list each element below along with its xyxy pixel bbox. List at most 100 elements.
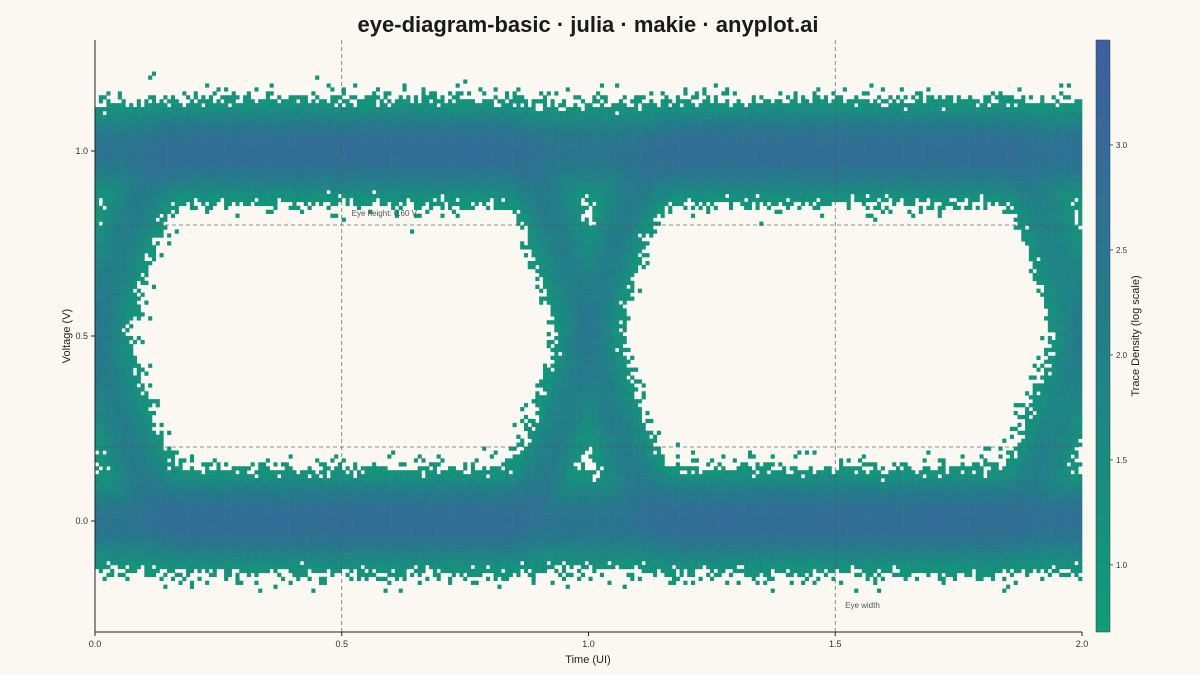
- heatmap-cell: [322, 501, 327, 507]
- heatmap-cell: [520, 521, 525, 526]
- heatmap-cell: [425, 497, 430, 503]
- heatmap-cell: [747, 572, 753, 578]
- heatmap-cell: [239, 509, 244, 514]
- heatmap-cell: [546, 549, 551, 554]
- heatmap-cell: [326, 505, 331, 510]
- heatmap-cell: [440, 564, 445, 570]
- heatmap-cell: [546, 541, 551, 546]
- heatmap-cell: [197, 557, 202, 562]
- heatmap-cell: [630, 533, 635, 538]
- heatmap-cell: [789, 521, 794, 526]
- heatmap-cell: [273, 505, 278, 510]
- heatmap-cell: [618, 525, 623, 530]
- heatmap-cell: [224, 525, 229, 530]
- heatmap-cell: [865, 537, 870, 542]
- heatmap-cell: [474, 541, 479, 546]
- heatmap-cell: [205, 557, 210, 562]
- heatmap-cell: [998, 560, 1003, 566]
- heatmap-cell: [516, 513, 521, 518]
- heatmap-cell: [425, 576, 430, 581]
- heatmap-cell: [592, 560, 597, 566]
- heatmap-cell: [102, 553, 107, 558]
- heatmap-cell: [106, 545, 111, 550]
- heatmap-cell: [884, 509, 889, 514]
- heatmap-cell: [501, 529, 506, 534]
- heatmap-cell: [1025, 560, 1030, 566]
- heatmap-cell: [159, 529, 164, 534]
- heatmap-cell: [444, 560, 449, 566]
- heatmap-cell: [455, 529, 460, 534]
- heatmap-cell: [850, 509, 855, 514]
- heatmap-cell: [542, 525, 548, 530]
- heatmap-cell: [846, 549, 851, 554]
- heatmap-cell: [964, 537, 969, 542]
- heatmap-cell: [565, 525, 570, 530]
- heatmap-cell: [774, 517, 779, 522]
- heatmap-cell: [687, 521, 692, 526]
- heatmap-cell: [565, 572, 570, 578]
- heatmap-cell: [926, 517, 931, 522]
- heatmap-cell: [425, 560, 430, 566]
- heatmap-cell: [330, 572, 335, 578]
- heatmap-cell: [615, 509, 620, 514]
- heatmap-cell: [421, 557, 426, 562]
- heatmap-cell: [785, 537, 790, 542]
- heatmap-cell: [835, 525, 840, 530]
- heatmap-cell: [744, 513, 749, 518]
- heatmap-cell: [1013, 560, 1018, 566]
- heatmap-cell: [144, 521, 149, 526]
- heatmap-cell: [523, 517, 529, 522]
- heatmap-cell: [694, 557, 699, 562]
- heatmap-cell: [960, 549, 965, 554]
- heatmap-cell: [1051, 525, 1056, 530]
- heatmap-cell: [702, 517, 707, 522]
- heatmap-cell: [489, 525, 494, 530]
- heatmap-cell: [672, 576, 677, 581]
- heatmap-cell: [265, 505, 270, 510]
- heatmap-cell: [565, 533, 570, 538]
- heatmap-cell: [235, 497, 240, 503]
- heatmap-cell: [778, 529, 783, 534]
- heatmap-cell: [421, 545, 426, 550]
- heatmap-cell: [220, 541, 225, 546]
- heatmap-cell: [1021, 509, 1026, 514]
- heatmap-cell: [410, 541, 415, 546]
- heatmap-cell: [1002, 529, 1007, 534]
- heatmap-cell: [854, 533, 859, 538]
- heatmap-cell: [558, 553, 563, 558]
- heatmap-cell: [315, 549, 320, 554]
- heatmap-cell: [516, 568, 521, 574]
- heatmap-cell: [368, 513, 373, 518]
- heatmap-cell: [793, 541, 798, 546]
- heatmap-cell: [345, 537, 350, 542]
- heatmap-cell: [413, 545, 418, 550]
- heatmap-cell: [212, 564, 217, 570]
- heatmap-cell: [979, 545, 984, 550]
- heatmap-cell: [432, 497, 437, 503]
- heatmap-cell: [922, 537, 927, 542]
- heatmap-cell: [542, 568, 548, 574]
- heatmap-cell: [1074, 529, 1079, 534]
- heatmap-cell: [1078, 505, 1083, 510]
- heatmap-cell: [512, 549, 517, 554]
- heatmap-cell: [558, 517, 563, 522]
- heatmap-cell: [755, 568, 760, 574]
- heatmap-cell: [474, 505, 479, 510]
- heatmap-cell: [892, 529, 897, 534]
- heatmap-cell: [375, 549, 381, 554]
- heatmap-cell: [296, 521, 301, 526]
- heatmap-cell: [1044, 529, 1049, 534]
- heatmap-cell: [622, 560, 627, 566]
- heatmap-cell: [1070, 568, 1075, 574]
- heatmap-cell: [603, 521, 608, 526]
- heatmap-cell: [637, 560, 642, 566]
- heatmap-cell: [861, 557, 866, 562]
- heatmap-cell: [903, 497, 908, 503]
- heatmap-cell: [467, 525, 472, 530]
- heatmap-cell: [774, 497, 779, 503]
- heatmap-cell: [751, 501, 756, 507]
- heatmap-cell: [611, 537, 616, 542]
- heatmap-cell: [1055, 537, 1060, 542]
- heatmap-cell: [508, 541, 513, 546]
